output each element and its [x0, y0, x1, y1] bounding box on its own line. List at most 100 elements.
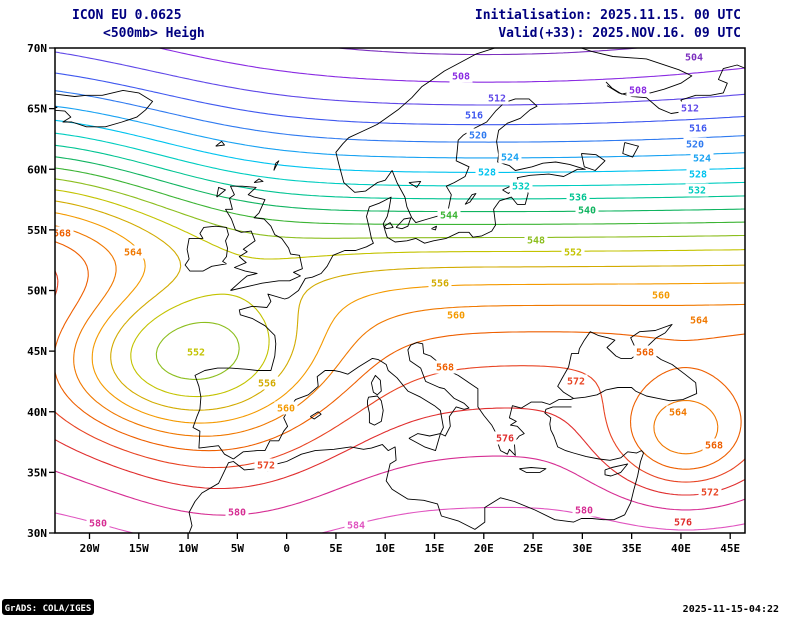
contour-label: 552 — [564, 248, 582, 259]
contour-label-box — [444, 308, 468, 322]
contour-label: 512 — [488, 94, 506, 105]
contour-label-box — [575, 203, 599, 217]
contour-label: 508 — [452, 72, 470, 83]
coastline — [55, 89, 154, 128]
lat-tick-label: 30N — [27, 527, 47, 540]
contour-label-box — [493, 431, 517, 445]
contour-label-box — [254, 458, 278, 472]
contour-label-box — [428, 276, 452, 290]
lon-tick-label: 35E — [622, 542, 642, 555]
contour-label: 560 — [277, 404, 295, 415]
contour-label-box — [433, 360, 457, 374]
lat-tick-label: 65N — [27, 103, 47, 116]
contour-label-box — [449, 69, 473, 83]
lon-tick-label: 0 — [283, 542, 290, 555]
field-title: <500mb> Heigh — [103, 26, 205, 41]
lon-tick-label: 20W — [80, 542, 100, 555]
lon-tick-label: 15E — [425, 542, 445, 555]
contour-label: 548 — [527, 236, 545, 247]
contour-label: 576 — [496, 434, 514, 445]
contour-label-box — [686, 121, 710, 135]
contour-label: 520 — [469, 131, 487, 142]
lon-tick-label: 25E — [523, 542, 543, 555]
contour-label-box — [682, 50, 706, 64]
contour-label-box — [475, 165, 499, 179]
contour-label: 516 — [465, 111, 483, 122]
contour-label-box — [485, 91, 509, 105]
lon-tick-label: 20E — [474, 542, 494, 555]
contour-label: 572 — [567, 377, 585, 388]
contour-label-box — [698, 485, 722, 499]
contour-label-box — [184, 345, 208, 359]
contour-label-box — [702, 438, 726, 452]
coastline — [431, 225, 437, 231]
contour-label: 568 — [636, 348, 654, 359]
model-title: ICON EU 0.0625 — [72, 8, 182, 23]
contour-label-box — [671, 515, 695, 529]
coastline — [395, 217, 412, 230]
contour-line-556 — [55, 200, 745, 411]
lon-tick-label: 45E — [720, 542, 740, 555]
coastline — [464, 193, 477, 205]
coastline — [580, 153, 606, 171]
contour-label-box — [524, 233, 548, 247]
coastline — [519, 467, 547, 473]
coastline — [630, 323, 673, 347]
contour-label-box — [690, 151, 714, 165]
contour-label: 520 — [686, 140, 704, 151]
contour-label: 572 — [701, 488, 719, 499]
contour-label-box — [683, 137, 707, 151]
lon-tick-label: 30E — [572, 542, 592, 555]
contour-line-576 — [55, 407, 745, 496]
contour-label-layer: 504 508 508 512 512 516 516 520 520 524 524 528 528 5… — [55, 50, 726, 532]
contour-line-536 — [55, 144, 745, 200]
contour-label-box — [225, 505, 249, 519]
contour-label: 572 — [257, 461, 275, 472]
contour-label-box — [466, 128, 490, 142]
coastline — [216, 186, 226, 198]
lat-tick-label: 45N — [27, 345, 47, 358]
contour-label: 564 — [124, 248, 142, 259]
contour-label-box — [344, 518, 368, 532]
contour-label-box — [561, 245, 585, 259]
coastline — [215, 140, 225, 147]
contour-label-box — [666, 405, 690, 419]
coastline — [188, 406, 644, 533]
contour-label: 508 — [629, 86, 647, 97]
lon-tick-label: 10E — [375, 542, 395, 555]
contour-label-box — [564, 374, 588, 388]
contour-layer — [55, 48, 745, 533]
coastline — [184, 225, 229, 272]
contour-label: 516 — [689, 124, 707, 135]
contour-label-box — [566, 190, 590, 204]
coastline — [253, 178, 264, 184]
contour-label: 532 — [688, 186, 706, 197]
contour-label-box — [121, 245, 145, 259]
init-time-label: Initialisation: 2025.11.15. 00 UTC — [475, 8, 741, 23]
coastline — [604, 463, 629, 477]
contour-label-box — [572, 503, 596, 517]
contour-label-box — [498, 150, 522, 164]
contour-label: 580 — [575, 506, 593, 517]
grads-stamp: GrADS: COLA/IGES — [5, 604, 92, 614]
contour-line-564 — [55, 225, 745, 455]
coastline — [383, 222, 394, 230]
contour-label-box — [86, 516, 110, 530]
creation-date: 2025-11-15-04:22 — [683, 604, 779, 615]
lon-tick-label: 15W — [129, 542, 149, 555]
coastline — [367, 395, 384, 426]
contour-line-528 — [55, 119, 745, 173]
contour-line-516 — [55, 72, 745, 126]
contour-label-box — [633, 345, 657, 359]
contour-label: 580 — [89, 519, 107, 530]
contour-label-box — [649, 288, 673, 302]
contour-label: 560 — [447, 311, 465, 322]
contour-label-box — [55, 226, 74, 240]
axis-tick-layer: 20W 15W 10W 5W 0 5E 10E 15E 20E 25E 30E 35E 40E 45E 70… — [27, 42, 740, 555]
contour-label-box — [509, 179, 533, 193]
coastline — [192, 48, 586, 460]
lat-tick-label: 50N — [27, 285, 47, 298]
contour-label: 576 — [674, 518, 692, 529]
